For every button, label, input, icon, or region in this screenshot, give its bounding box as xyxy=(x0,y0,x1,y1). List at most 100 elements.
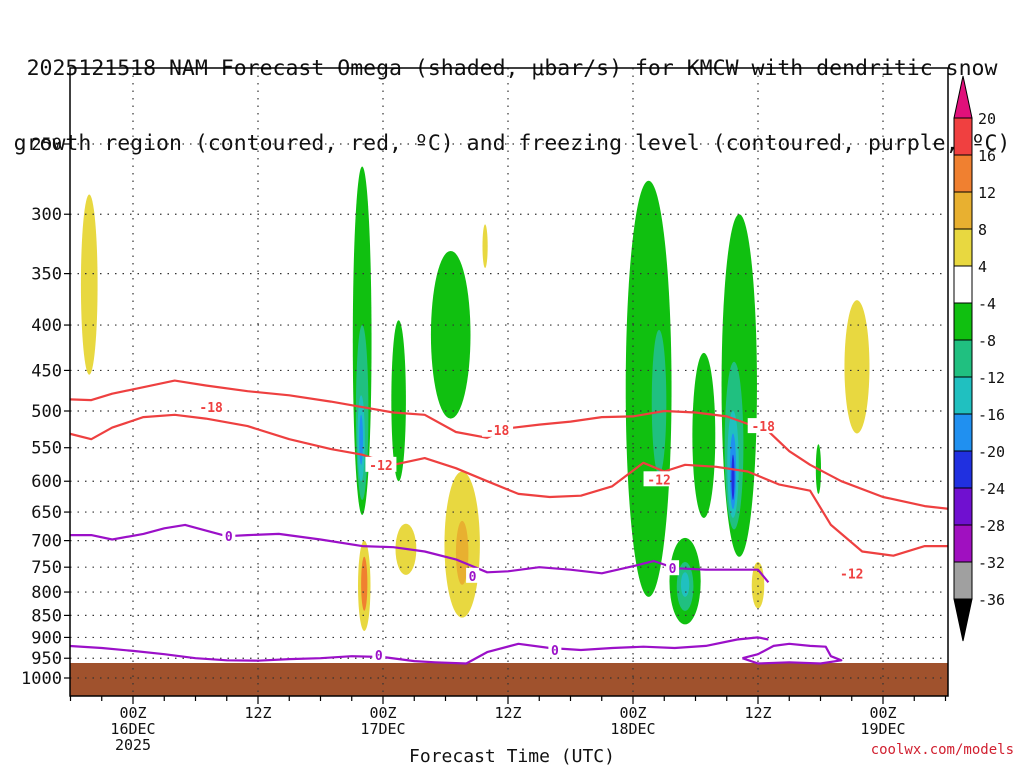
colorbar-label-13: -36 xyxy=(978,591,1005,609)
omega-region-1 xyxy=(482,224,488,269)
omega-region-7 xyxy=(844,300,870,434)
contour-label-8: 0 xyxy=(669,562,677,577)
credit-text: coolwx.com/models xyxy=(870,742,1014,758)
contour-label-bg-10 xyxy=(548,642,562,658)
omega-region-12 xyxy=(359,414,363,465)
x-tick-label-78-1: 19DEC xyxy=(860,720,905,738)
y-tick-label-600: 600 xyxy=(31,472,62,492)
x-tick-label-42-0: 12Z xyxy=(494,704,521,722)
y-tick-label-650: 650 xyxy=(31,503,62,523)
colorbar-label-4: 4 xyxy=(978,258,987,276)
omega-region-16 xyxy=(651,329,667,475)
colorbar-label-1: 16 xyxy=(978,147,996,165)
y-tick-label-400: 400 xyxy=(31,316,62,336)
omega-region-0 xyxy=(80,194,98,375)
omega-region-13 xyxy=(391,320,406,482)
x-tick-label-6-2: 2025 xyxy=(115,736,151,754)
colorbar-label-11: -28 xyxy=(978,517,1005,535)
contour-label-10: 0 xyxy=(551,644,559,659)
omega-region-14 xyxy=(430,250,471,419)
x-tick-label-78-0: 00Z xyxy=(869,704,896,722)
y-tick-label-450: 450 xyxy=(31,361,62,381)
y-tick-label-850: 850 xyxy=(31,606,62,626)
y-tick-label-700: 700 xyxy=(31,532,62,552)
colorbar-bin-10 xyxy=(953,487,973,526)
dgz-contour-minus18 xyxy=(70,379,948,510)
colorbar-label-7: -12 xyxy=(978,369,1005,387)
contour-label-bg-3 xyxy=(365,456,397,472)
x-tick-label-54-0: 00Z xyxy=(619,704,646,722)
colorbar-bin-7 xyxy=(953,376,973,415)
x-tick-label-30-1: 17DEC xyxy=(360,720,405,738)
ground-terrain xyxy=(70,663,948,696)
colorbar-bin-11 xyxy=(953,524,973,563)
contour-label-5: -12 xyxy=(840,567,863,582)
freezing-level-lower xyxy=(70,636,769,665)
colorbar-label-8: -16 xyxy=(978,406,1005,424)
contour-label-7: 0 xyxy=(469,570,477,585)
omega-region-6 xyxy=(361,556,368,611)
x-tick-label-6-1: 16DEC xyxy=(110,720,155,738)
contour-label-1: -18 xyxy=(486,424,510,439)
contour-label-bg-7 xyxy=(466,567,480,583)
contour-label-bg-2 xyxy=(747,418,779,434)
y-tick-label-250: 250 xyxy=(31,135,62,155)
contour-label-bg-4 xyxy=(643,471,675,487)
y-tick-label-950: 950 xyxy=(31,649,62,669)
omega-region-21 xyxy=(692,352,716,518)
plot-area: -18 -18 -18 -12 -12 -12 0 0 0 0 0 xyxy=(70,68,948,696)
colorbar-top-arrow xyxy=(953,75,973,119)
colorbar-label-5: -4 xyxy=(978,295,996,313)
contour-label-bg-1 xyxy=(482,421,514,437)
y-tick-label-300: 300 xyxy=(31,205,62,225)
contour-label-bg-8 xyxy=(666,560,680,576)
contour-label-4: -12 xyxy=(647,473,670,488)
omega-region-15 xyxy=(625,180,672,597)
colorbar-label-3: 8 xyxy=(978,221,987,239)
colorbar-bin-9 xyxy=(953,450,973,489)
y-tick-label-800: 800 xyxy=(31,583,62,603)
title-line-2: growth region (contoured, red, ºC) and f… xyxy=(13,131,1011,156)
omega-region-4 xyxy=(455,520,469,585)
plot-frame xyxy=(69,67,949,697)
contour-label-2: -18 xyxy=(751,420,775,435)
colorbar-bin-3 xyxy=(953,228,973,267)
colorbar-bin-0 xyxy=(953,117,973,156)
x-tick-label-54-1: 18DEC xyxy=(610,720,655,738)
contour-label-bg-5 xyxy=(836,565,868,581)
colorbar-bin-12 xyxy=(953,561,973,600)
colorbar-label-2: 12 xyxy=(978,184,996,202)
contour-label-bg-0 xyxy=(195,399,227,415)
y-tick-label-350: 350 xyxy=(31,265,62,285)
omega-region-25 xyxy=(731,454,735,501)
freezing-level-loop xyxy=(742,642,843,665)
omega-region-19 xyxy=(680,572,690,597)
y-tick-label-550: 550 xyxy=(31,439,62,459)
contour-label-9: 0 xyxy=(375,649,383,664)
contour-label-6: 0 xyxy=(225,530,233,545)
y-tick-label-900: 900 xyxy=(31,628,62,648)
colorbar-bin-5 xyxy=(953,302,973,341)
colorbar-bin-4 xyxy=(953,265,973,304)
y-tick-label-500: 500 xyxy=(31,402,62,422)
y-tick-label-1000: 1000 xyxy=(21,669,62,689)
x-tick-label-30-0: 00Z xyxy=(369,704,396,722)
colorbar-bin-8 xyxy=(953,413,973,452)
x-tick-label-18-0: 12Z xyxy=(244,704,271,722)
contour-label-bg-6 xyxy=(222,528,236,544)
colorbar-bottom-arrow xyxy=(953,598,973,642)
colorbar-label-9: -20 xyxy=(978,443,1005,461)
dgz-contour-minus12 xyxy=(70,413,948,557)
contour-label-bg-9 xyxy=(372,646,386,662)
colorbar-bin-1 xyxy=(953,154,973,193)
colorbar-bin-6 xyxy=(953,339,973,378)
contour-label-0: -18 xyxy=(199,401,223,416)
x-tick-label-6-0: 00Z xyxy=(119,704,146,722)
colorbar-label-10: -24 xyxy=(978,480,1005,498)
x-axis-label: Forecast Time (UTC) xyxy=(409,746,615,767)
x-tick-label-66-0: 12Z xyxy=(744,704,771,722)
colorbar-bin-2 xyxy=(953,191,973,230)
y-tick-label-750: 750 xyxy=(31,558,62,578)
colorbar-label-6: -8 xyxy=(978,332,996,350)
